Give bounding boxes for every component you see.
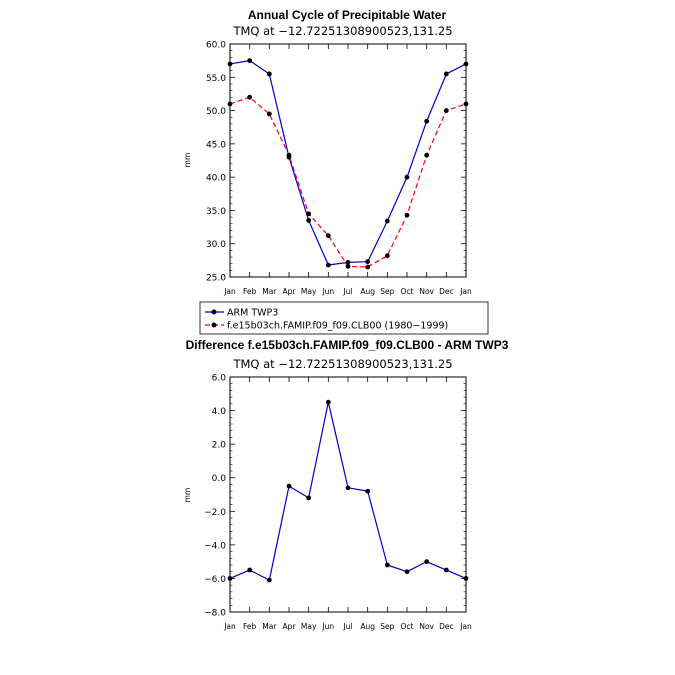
y-tick-label: 6.0 bbox=[212, 374, 227, 384]
data-point bbox=[443, 567, 449, 573]
x-tick-label: Jan bbox=[459, 622, 472, 631]
data-point bbox=[325, 233, 331, 239]
data-point bbox=[306, 495, 312, 501]
x-tick-label: Jan bbox=[459, 287, 472, 296]
legend-label-model: f.e15b03ch.FAMIP.f09_f09.CLB00 (1980−199… bbox=[227, 321, 448, 332]
x-tick-label: Sep bbox=[380, 622, 394, 631]
y-tick-label: 35.0 bbox=[206, 207, 226, 217]
y-tick-label: 25.0 bbox=[206, 274, 226, 284]
plot-frame bbox=[229, 376, 467, 613]
x-tick-label: Sep bbox=[380, 287, 394, 296]
legend-entry-arm: ARM TWP3 bbox=[205, 308, 278, 319]
data-point bbox=[306, 218, 312, 223]
data-point bbox=[345, 263, 351, 269]
x-tick-label: Nov bbox=[419, 287, 434, 296]
x-tick-label: Nov bbox=[419, 622, 434, 631]
x-tick-label: Jun bbox=[321, 287, 334, 296]
x-tick-label: Aug bbox=[360, 622, 375, 631]
y-tick-label: 60.0 bbox=[206, 41, 226, 51]
y-tick-label: −8.0 bbox=[204, 609, 226, 619]
legend-entry-model: f.e15b03ch.FAMIP.f09_f09.CLB00 (1980−199… bbox=[205, 321, 448, 332]
x-tick-label: May bbox=[301, 287, 317, 296]
data-point bbox=[345, 259, 351, 265]
x-tick-label: Jul bbox=[342, 622, 352, 631]
data-point bbox=[266, 71, 272, 77]
y-tick-label: −4.0 bbox=[204, 541, 226, 551]
y-tick-label: 30.0 bbox=[206, 240, 226, 250]
x-tick-label: Apr bbox=[283, 622, 297, 631]
x-tick-label: Aug bbox=[360, 287, 375, 296]
data-point bbox=[424, 559, 430, 565]
chart-subtitle: TMQ at −12.72251308900523,131.25 bbox=[232, 24, 452, 38]
data-point bbox=[384, 218, 390, 224]
y-tick-label: 2.0 bbox=[212, 441, 227, 451]
legend-box bbox=[199, 301, 489, 335]
legend: ARM TWP3 f.e15b03ch.FAMIP.f09_f09.CLB00 … bbox=[199, 301, 489, 335]
chart-title: Annual Cycle of Precipitable Water bbox=[248, 8, 447, 22]
y-tick-label: 55.0 bbox=[206, 74, 226, 84]
legend-marker-arm bbox=[211, 309, 217, 315]
data-point bbox=[443, 108, 449, 113]
chart-subtitle: TMQ at −12.72251308900523,131.25 bbox=[232, 357, 452, 371]
data-point bbox=[345, 485, 351, 491]
data-point bbox=[365, 264, 371, 270]
y-tick-label: 4.0 bbox=[212, 407, 227, 417]
data-point bbox=[286, 152, 292, 158]
y-tick-label: 40.0 bbox=[206, 174, 226, 184]
x-tick-label: Oct bbox=[401, 622, 414, 631]
data-point bbox=[443, 71, 449, 77]
data-point bbox=[247, 94, 253, 100]
y-tick-label: 50.0 bbox=[206, 107, 226, 117]
data-point bbox=[365, 259, 371, 265]
y-tick-label: 0.0 bbox=[212, 474, 227, 484]
data-point bbox=[247, 567, 253, 573]
chart-title: Difference f.e15b03ch.FAMIP.f09_f09.CLB0… bbox=[186, 338, 509, 352]
annual-cycle-chart: Annual Cycle of Precipitable Water TMQ a… bbox=[183, 8, 472, 296]
legend-label-arm: ARM TWP3 bbox=[227, 308, 278, 319]
data-point bbox=[404, 569, 410, 575]
x-tick-label: Feb bbox=[243, 622, 257, 631]
data-point bbox=[325, 399, 331, 405]
data-point bbox=[404, 212, 410, 218]
x-tick-label: Mar bbox=[262, 622, 277, 631]
data-point bbox=[325, 262, 331, 268]
x-tick-label: Jan bbox=[223, 287, 236, 296]
x-tick-label: Feb bbox=[243, 287, 257, 296]
x-tick-label: Oct bbox=[401, 287, 414, 296]
y-tick-label: −2.0 bbox=[204, 508, 226, 518]
x-tick-label: Jun bbox=[321, 622, 334, 631]
data-point bbox=[424, 152, 430, 158]
data-point bbox=[266, 111, 272, 117]
x-tick-label: Jan bbox=[223, 622, 236, 631]
x-tick-label: Dec bbox=[439, 622, 454, 631]
data-point bbox=[266, 577, 272, 583]
y-tick-label: −6.0 bbox=[204, 575, 226, 585]
data-point bbox=[384, 253, 390, 259]
data-point bbox=[365, 488, 371, 494]
data-point bbox=[424, 118, 430, 124]
y-axis-label: mm bbox=[183, 153, 192, 168]
difference-chart: Difference f.e15b03ch.FAMIP.f09_f09.CLB0… bbox=[183, 338, 509, 631]
y-tick-label: 45.0 bbox=[206, 140, 226, 150]
x-tick-label: Apr bbox=[283, 287, 297, 296]
plot-frame bbox=[229, 43, 467, 278]
data-point bbox=[384, 562, 390, 568]
x-tick-label: Dec bbox=[439, 287, 454, 296]
data-point bbox=[286, 483, 292, 489]
legend-marker-model bbox=[211, 322, 217, 328]
data-point bbox=[404, 174, 410, 180]
x-tick-label: May bbox=[301, 622, 317, 631]
data-point bbox=[247, 58, 253, 64]
x-tick-label: Mar bbox=[262, 287, 277, 296]
x-tick-label: Jul bbox=[342, 287, 352, 296]
y-axis-label: mm bbox=[183, 488, 192, 503]
data-point bbox=[306, 211, 312, 217]
